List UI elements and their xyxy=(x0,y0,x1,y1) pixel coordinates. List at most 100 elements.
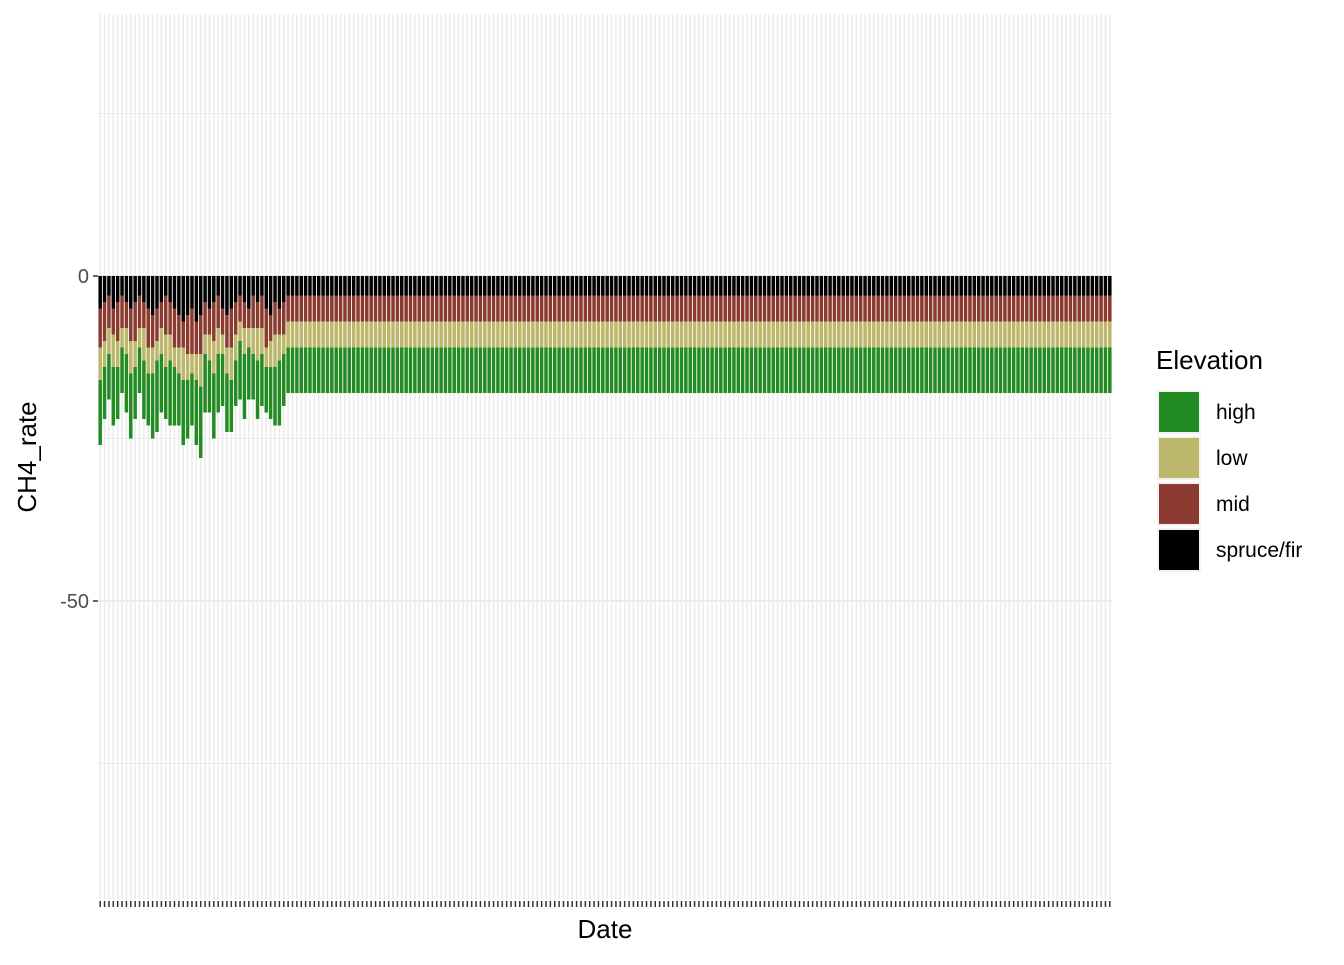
bar-segment-spruce-fir xyxy=(941,276,946,296)
bar-segment-spruce-fir xyxy=(273,276,277,302)
bar-segment-spruce-fir xyxy=(1059,276,1064,296)
bar-segment-low xyxy=(124,328,129,354)
bar-segment-high xyxy=(876,347,880,393)
bar-segment-mid xyxy=(338,295,343,322)
bar-segment-low xyxy=(907,321,911,348)
bar-segment-mid xyxy=(273,302,277,335)
bar-segment-spruce-fir xyxy=(1108,276,1112,296)
bar-segment-mid xyxy=(111,308,116,335)
bar-segment-spruce-fir xyxy=(653,276,658,296)
bar-segment-low xyxy=(981,321,985,348)
bar-segment-mid xyxy=(552,295,557,322)
bar-segment-high xyxy=(789,347,793,393)
bar-segment-spruce-fir xyxy=(789,276,793,296)
bar-segment-high xyxy=(850,347,854,393)
bar-segment-mid xyxy=(819,295,824,322)
bar-segment-low xyxy=(697,321,701,348)
bar-segment-high xyxy=(994,347,998,393)
bar-segment-high xyxy=(985,347,990,393)
bar-segment-high xyxy=(863,347,867,393)
bar-segment-spruce-fir xyxy=(518,276,522,296)
bar-segment-high xyxy=(990,347,994,393)
bar-segment-high xyxy=(775,347,780,393)
bar-segment-spruce-fir xyxy=(863,276,867,296)
bar-segment-spruce-fir xyxy=(907,276,911,296)
bar-segment-high xyxy=(347,347,352,393)
bar-segment-mid xyxy=(898,295,902,322)
bar-segment-spruce-fir xyxy=(500,276,505,296)
bar-segment-mid xyxy=(990,295,994,322)
bar-segment-mid xyxy=(806,295,810,322)
bar-segment-high xyxy=(710,347,714,393)
bar-segment-high xyxy=(290,347,295,393)
bar-segment-mid xyxy=(1003,295,1007,322)
bar-segment-high xyxy=(203,354,207,413)
bar-segment-spruce-fir xyxy=(614,276,618,296)
bar-segment-high xyxy=(225,373,229,432)
bar-segment-low xyxy=(413,321,417,348)
bar-segment-high xyxy=(544,347,548,393)
bar-segment-high xyxy=(946,347,950,393)
bar-segment-mid xyxy=(216,295,220,328)
bar-segment-high xyxy=(955,347,959,393)
bar-segment-low xyxy=(653,321,658,348)
bar-segment-mid xyxy=(618,295,623,322)
bar-segment-high xyxy=(129,373,133,439)
bar-segment-high xyxy=(976,347,981,393)
bar-segment-mid xyxy=(369,295,373,322)
bar-segment-low xyxy=(325,321,330,348)
bar-segment-mid xyxy=(452,295,456,322)
bar-segment-low xyxy=(321,321,325,348)
bar-segment-mid xyxy=(828,295,832,322)
bar-segment-high xyxy=(968,347,972,393)
bar-segment-high xyxy=(404,347,408,393)
bar-segment-high xyxy=(579,347,583,393)
bar-segment-spruce-fir xyxy=(448,276,452,296)
bar-segment-spruce-fir xyxy=(303,276,308,296)
bar-segment-high xyxy=(758,347,762,393)
bar-segment-mid xyxy=(732,295,736,322)
bar-segment-spruce-fir xyxy=(854,276,859,296)
bar-segment-low xyxy=(1059,321,1064,348)
bar-segment-low xyxy=(452,321,456,348)
bar-segment-high xyxy=(1038,347,1042,393)
bar-segment-mid xyxy=(159,302,164,328)
bar-segment-low xyxy=(150,347,155,374)
bar-segment-high xyxy=(902,347,907,393)
bar-segment-mid xyxy=(885,295,889,322)
bar-segment-low xyxy=(998,321,1003,348)
bar-segment-high xyxy=(321,347,325,393)
bar-segment-high xyxy=(793,347,797,393)
bar-segment-low xyxy=(102,341,107,367)
bar-segment-spruce-fir xyxy=(679,276,684,296)
bar-segment-high xyxy=(933,347,937,393)
bar-segment-spruce-fir xyxy=(198,276,203,315)
bar-segment-mid xyxy=(998,295,1003,322)
bar-segment-high xyxy=(1064,347,1068,393)
bar-segment-high xyxy=(509,347,513,393)
bar-segment-mid xyxy=(325,295,330,322)
bar-segment-low xyxy=(225,347,229,374)
bar-segment-mid xyxy=(745,295,749,322)
bar-segment-high xyxy=(657,347,662,393)
bar-segment-low xyxy=(710,321,714,348)
bar-segment-spruce-fir xyxy=(994,276,998,296)
grid-layer xyxy=(98,14,1112,899)
bar-segment-mid xyxy=(1007,295,1012,322)
bar-segment-low xyxy=(771,321,776,348)
bar-segment-high xyxy=(150,373,155,439)
bar-segment-mid xyxy=(526,295,531,322)
bar-segment-mid xyxy=(1081,295,1086,322)
bar-segment-high xyxy=(950,347,955,393)
bar-segment-spruce-fir xyxy=(972,276,977,296)
bar-segment-low xyxy=(207,334,212,361)
bar-segment-spruce-fir xyxy=(937,276,942,296)
bar-segment-low xyxy=(583,321,588,348)
bar-segment-spruce-fir xyxy=(697,276,701,296)
bar-segment-high xyxy=(609,347,614,393)
bar-segment-spruce-fir xyxy=(155,276,159,309)
bar-segment-high xyxy=(483,347,487,393)
bar-segment-high xyxy=(247,347,251,400)
bar-segment-mid xyxy=(684,295,688,322)
bar-segment-spruce-fir xyxy=(1038,276,1042,296)
